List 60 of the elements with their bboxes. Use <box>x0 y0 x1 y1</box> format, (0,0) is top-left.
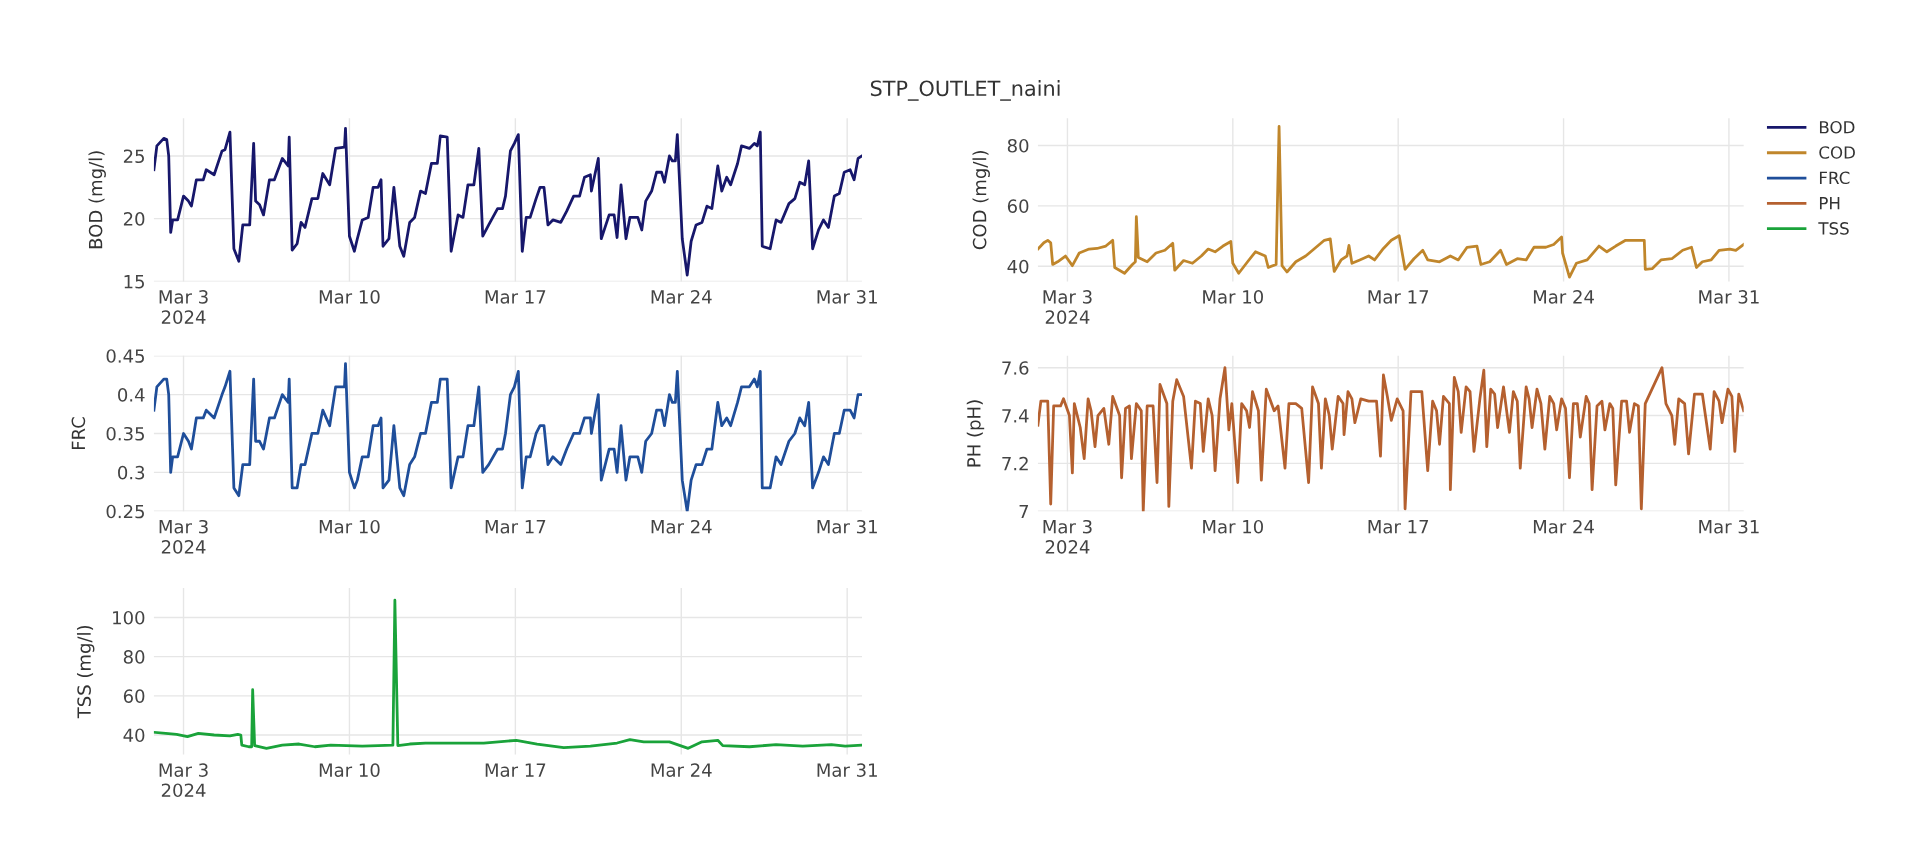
line-series <box>153 126 862 277</box>
line-series <box>153 598 862 750</box>
y-tick-label: 7.2 <box>1002 456 1028 471</box>
y-tick-label: 7.6 <box>1002 361 1029 375</box>
text: STP_OUTLET_naini <box>870 80 1060 101</box>
y-tick-label: 25 <box>123 149 144 164</box>
y-tick-label: 0.45 <box>106 349 144 363</box>
y-tick-label: 7.4 <box>1002 409 1029 423</box>
x-tick-label: Mar 3 2024 <box>159 290 208 324</box>
y-tick-label: 0.35 <box>106 426 144 441</box>
x-tick-label: Mar 17 <box>485 290 546 304</box>
x-tick-label: Mar 10 <box>1203 519 1264 534</box>
y-tick-label: 80 <box>1007 138 1029 153</box>
x-tick-label: Mar 24 <box>651 763 712 777</box>
x-tick-label: Mar 3 2024 <box>159 763 208 798</box>
y-tick-label: 7 <box>1019 504 1029 519</box>
y-tick-label: 0.4 <box>118 388 145 402</box>
x-tick-label: Mar 24 <box>1533 519 1594 534</box>
y-tick-label: 100 <box>113 610 145 625</box>
x-tick-label: Mar 3 2024 <box>159 519 208 554</box>
line-series <box>1037 125 1744 279</box>
x-tick-label: Mar 3 2024 <box>1043 290 1092 324</box>
y-axis-title: FRC <box>71 417 86 450</box>
y-tick-label: 40 <box>1007 259 1029 274</box>
x-tick-label: Mar 24 <box>1533 290 1594 304</box>
x-tick-label: Mar 10 <box>319 519 380 534</box>
y-tick-label: 80 <box>123 650 145 664</box>
legend-label: PH <box>1819 197 1840 210</box>
x-tick-label: Mar 31 <box>1699 519 1759 534</box>
y-tick-label: 0.25 <box>106 504 144 519</box>
x-tick-label: Mar 31 <box>817 519 877 534</box>
y-axis-title: TSS (mg/l) <box>76 625 95 719</box>
x-tick-label: Mar 31 <box>817 763 877 777</box>
legend-label: TSS <box>1818 222 1849 235</box>
y-axis-title: PH (pH) <box>966 400 985 467</box>
line-series <box>1037 366 1744 512</box>
x-tick-label: Mar 17 <box>485 520 546 534</box>
x-tick-label: Mar 10 <box>1203 290 1264 304</box>
y-tick-label: 60 <box>123 689 145 703</box>
legend-label: COD <box>1819 146 1855 159</box>
x-tick-label: Mar 10 <box>319 290 380 304</box>
y-tick-label: 0.3 <box>118 465 145 480</box>
x-tick-label: Mar 24 <box>651 519 712 534</box>
x-tick-label: Mar 31 <box>817 290 877 304</box>
legend-label: BOD <box>1819 120 1855 134</box>
y-tick-label: 60 <box>1007 199 1029 213</box>
y-axis-title: BOD (mg/l) <box>88 151 106 249</box>
x-tick-label: Mar 31 <box>1699 290 1759 304</box>
y-tick-label: 40 <box>123 728 145 743</box>
x-tick-label: Mar 17 <box>1368 520 1429 534</box>
x-tick-label: Mar 17 <box>1368 290 1429 304</box>
y-tick-label: 15 <box>124 275 144 289</box>
x-tick-label: Mar 24 <box>651 290 712 304</box>
legend-label: FRC <box>1819 171 1850 185</box>
x-tick-label: Mar 3 2024 <box>1043 519 1092 554</box>
x-tick-label: Mar 17 <box>485 763 546 777</box>
line-series <box>153 362 862 512</box>
y-axis-title: COD (mg/l) <box>972 151 990 250</box>
y-tick-label: 20 <box>123 212 145 226</box>
x-tick-label: Mar 10 <box>319 763 380 777</box>
